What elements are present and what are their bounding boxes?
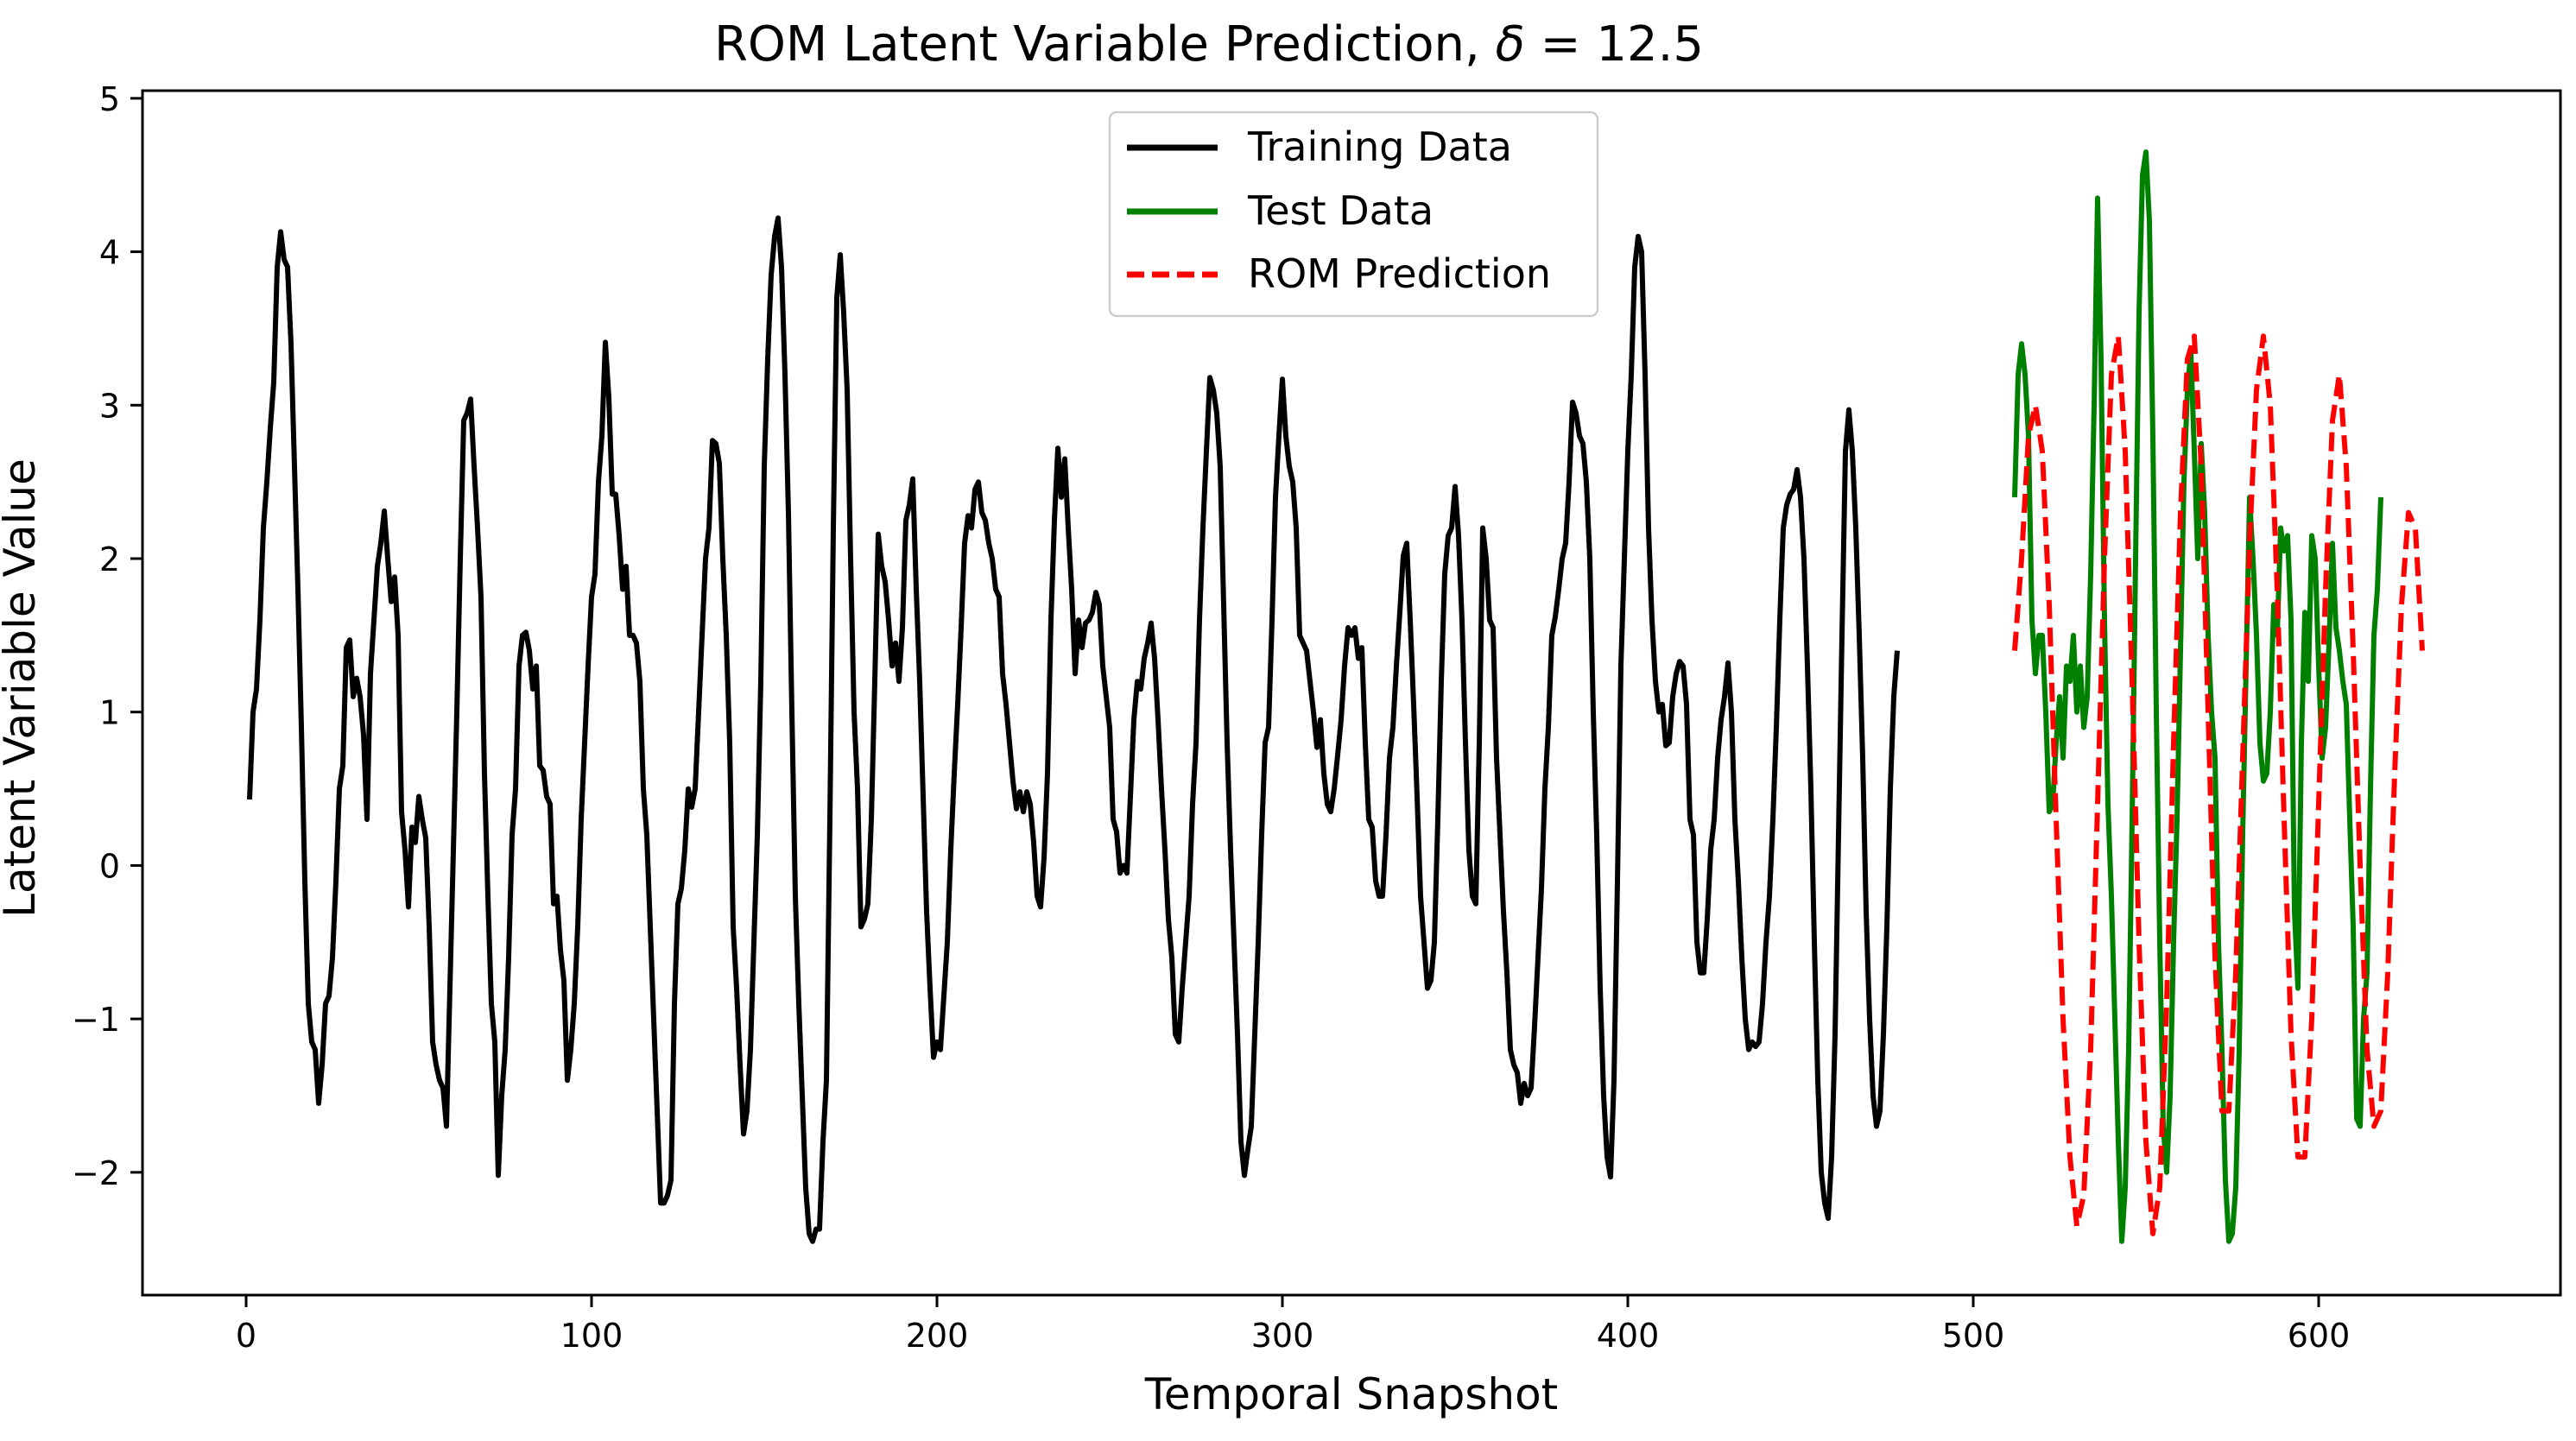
x-tick-label: 300 (1251, 1317, 1314, 1355)
x-axis-label: Temporal Snapshot (1144, 1369, 1559, 1419)
x-tick-label: 500 (1942, 1317, 2005, 1355)
y-tick-label: −1 (72, 1001, 120, 1039)
chart-title: ROM Latent Variable Prediction, δ = 12.5 (714, 16, 1704, 73)
training-data-line (247, 215, 1900, 1244)
y-tick-label: −2 (72, 1154, 120, 1192)
x-tick-label: 400 (1597, 1317, 1660, 1355)
y-tick-label: 2 (99, 540, 120, 578)
legend-label-rom: ROM Prediction (1248, 250, 1551, 297)
x-axis: 0 100 200 300 400 500 600 (236, 1295, 2350, 1355)
legend-item-rom: ROM Prediction (1127, 250, 1551, 297)
legend-item-training: Training Data (1127, 123, 1512, 170)
legend: Training Data Test Data ROM Prediction (1108, 111, 1599, 318)
chart-title-symbol: δ (1496, 16, 1525, 73)
y-tick-label: 1 (99, 694, 120, 732)
y-tick-label: 4 (99, 234, 120, 272)
legend-frame (1108, 111, 1599, 318)
plot-area (247, 149, 2425, 1244)
x-tick-label: 100 (560, 1317, 623, 1355)
legend-label-test: Test Data (1247, 187, 1434, 234)
legend-label-training: Training Data (1247, 123, 1512, 170)
x-tick-label: 200 (906, 1317, 969, 1355)
y-axis-label: Latent Variable Value (0, 458, 45, 918)
chart-title-suffix: = 12.5 (1525, 16, 1704, 73)
y-tick-label: 5 (99, 80, 120, 118)
x-tick-label: 600 (2288, 1317, 2351, 1355)
y-axis: −2 −1 0 1 2 3 4 5 (72, 80, 142, 1192)
plot-frame (141, 89, 2562, 1297)
x-tick-label: 0 (236, 1317, 256, 1355)
legend-item-test: Test Data (1127, 187, 1434, 234)
y-tick-label: 0 (99, 847, 120, 885)
y-tick-label: 3 (99, 387, 120, 425)
chart-title-prefix: ROM Latent Variable Prediction, (714, 16, 1496, 73)
rom-prediction-line (2012, 333, 2425, 1236)
